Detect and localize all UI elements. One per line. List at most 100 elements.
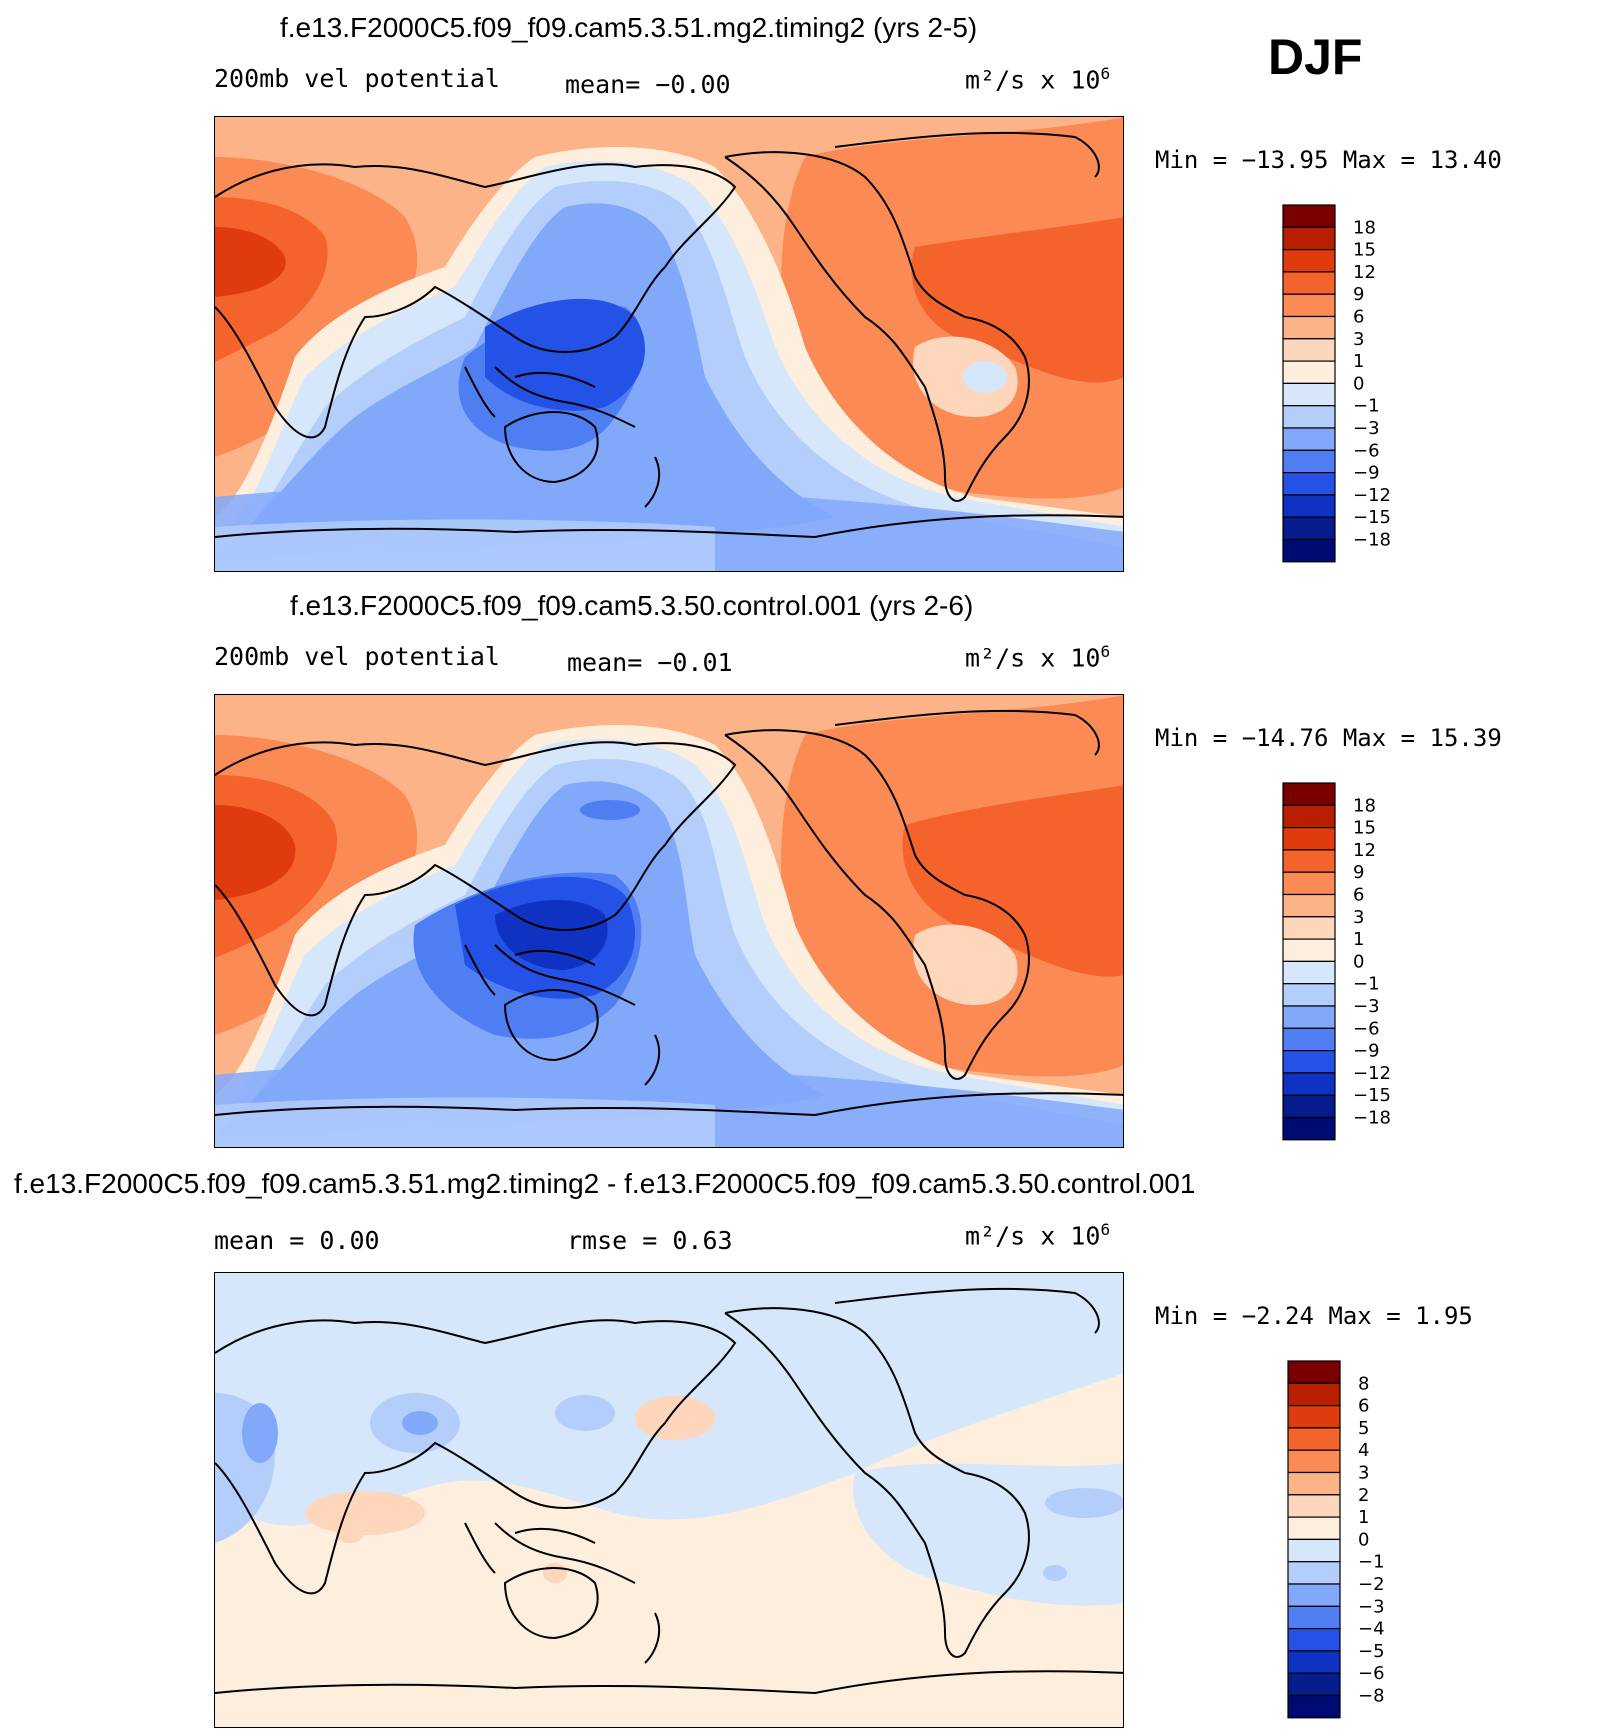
colorbar-tick-label: −1 — [1353, 974, 1380, 995]
colorbar-tick-label: −6 — [1358, 1663, 1385, 1684]
colorbar-tick-label: 1 — [1353, 929, 1364, 950]
colorbar-swatch — [1282, 826, 1336, 851]
panel-3-rmse: rmse = 0.63 — [567, 1226, 733, 1255]
colorbar-swatch — [1287, 1382, 1341, 1407]
colorbar-tick-label: 12 — [1353, 262, 1376, 283]
colorbar-swatch — [1287, 1471, 1341, 1496]
colorbar-tick-label: 0 — [1358, 1529, 1369, 1550]
colorbar-swatch — [1287, 1360, 1341, 1384]
colorbar-swatch — [1282, 938, 1336, 963]
colorbar-swatch — [1287, 1538, 1341, 1563]
colorbar-tick-label: 9 — [1353, 284, 1364, 305]
colorbar-swatch — [1282, 315, 1336, 340]
colorbar-swatch — [1282, 916, 1336, 940]
panel-3-title: f.e13.F2000C5.f09_f09.cam5.3.51.mg2.timi… — [14, 1168, 1196, 1199]
colorbar-swatch — [1282, 293, 1336, 318]
panel-3-colorbar: 8 6 5 4 3 2 1 0 −1 −2 −3 −4 −5 −6 −8 — [1287, 1360, 1438, 1721]
colorbar-tick-label: −2 — [1358, 1574, 1385, 1595]
colorbar-swatch — [1287, 1404, 1341, 1429]
panel-1-title: f.e13.F2000C5.f09_f09.cam5.3.51.mg2.timi… — [280, 12, 978, 43]
colorbar-tick-label: −15 — [1353, 1085, 1391, 1106]
panel-2-variable: 200mb vel potential — [214, 642, 500, 671]
panel-2-units: m²/s x 106 — [965, 642, 1110, 672]
colorbar-tick-label: 6 — [1353, 307, 1364, 328]
colorbar-swatch — [1282, 472, 1336, 496]
colorbar-swatch — [1282, 271, 1336, 295]
panel-1-units: m²/s x 106 — [965, 64, 1110, 94]
panel-2-mean: mean= −0.01 — [567, 648, 733, 677]
colorbar-tick-label: −5 — [1358, 1641, 1385, 1662]
colorbar-swatch — [1282, 1094, 1336, 1119]
colorbar-swatch — [1282, 538, 1336, 563]
colorbar-swatch — [1282, 804, 1336, 829]
colorbar-tick-label: 15 — [1353, 818, 1376, 839]
panel-3-contour-field — [215, 1273, 1123, 1727]
colorbar-tick-label: −3 — [1353, 418, 1380, 439]
panel-2-contour-field — [215, 695, 1123, 1147]
panel-1-minmax: Min = −13.95 Max = 13.40 — [1155, 146, 1502, 174]
colorbar-tick-label: 9 — [1353, 862, 1364, 883]
colorbar-swatch — [1282, 1027, 1336, 1052]
panel-2-units-base: m²/s x 10 — [965, 643, 1101, 673]
panel-2-units-exp: 6 — [1100, 642, 1111, 661]
colorbar-swatch — [1282, 1072, 1336, 1096]
colorbar-swatch — [1282, 449, 1336, 474]
colorbar-swatch — [1282, 871, 1336, 896]
colorbar-tick-label: −4 — [1358, 1619, 1385, 1640]
panel-1-variable: 200mb vel potential — [214, 64, 500, 93]
colorbar-tick-label: 1 — [1353, 351, 1364, 372]
colorbar-tick-label: 3 — [1353, 907, 1364, 928]
panel-1-colorbar: 18 15 12 9 6 3 1 0 −1 −3 −6 −9 −12 −15 −18 — [1282, 204, 1433, 565]
colorbar-swatch — [1287, 1561, 1341, 1585]
panel-1-units-base: m²/s x 10 — [965, 65, 1101, 95]
colorbar-tick-label: 3 — [1353, 329, 1364, 350]
colorbar-tick-label: −3 — [1353, 996, 1380, 1017]
colorbar-tick-label: −9 — [1353, 1041, 1380, 1062]
colorbar-tick-label: 6 — [1358, 1396, 1369, 1417]
colorbar-tick-label: 0 — [1353, 951, 1364, 972]
colorbar-swatch — [1282, 338, 1336, 362]
colorbar-swatch — [1287, 1628, 1341, 1652]
colorbar-tick-label: −3 — [1358, 1596, 1385, 1617]
colorbar-tick-label: 4 — [1358, 1440, 1369, 1461]
colorbar-tick-label: −6 — [1353, 1018, 1380, 1039]
colorbar-swatch — [1282, 382, 1336, 407]
panel-3-units-exp: 6 — [1100, 1220, 1111, 1239]
colorbar-swatch — [1282, 516, 1336, 541]
colorbar-swatch — [1282, 960, 1336, 985]
panel-1-mean: mean= −0.00 — [565, 70, 731, 99]
colorbar-swatch — [1287, 1516, 1341, 1541]
colorbar-tick-label: 18 — [1353, 795, 1376, 816]
colorbar-tick-label: 8 — [1358, 1373, 1369, 1394]
colorbar-tick-label: 3 — [1358, 1463, 1369, 1484]
colorbar-swatch — [1282, 1116, 1336, 1141]
panel-3-units-base: m²/s x 10 — [965, 1221, 1101, 1251]
panel-3-minmax: Min = −2.24 Max = 1.95 — [1155, 1302, 1473, 1330]
colorbar-swatch — [1287, 1494, 1341, 1518]
colorbar-tick-label: 12 — [1353, 840, 1376, 861]
colorbar-tick-label: −6 — [1353, 440, 1380, 461]
colorbar-tick-label: −8 — [1358, 1686, 1385, 1707]
colorbar-swatch — [1282, 983, 1336, 1007]
colorbar-swatch — [1287, 1672, 1341, 1697]
colorbar-tick-label: −18 — [1353, 530, 1391, 551]
colorbar-tick-label: 18 — [1353, 217, 1376, 238]
colorbar-swatch — [1282, 226, 1336, 251]
colorbar-tick-label: 15 — [1353, 240, 1376, 261]
colorbar-tick-label: −12 — [1353, 485, 1391, 506]
colorbar-tick-label: 0 — [1353, 373, 1364, 394]
colorbar-swatch — [1282, 893, 1336, 918]
season-label: DJF — [1268, 29, 1363, 85]
colorbar-swatch — [1282, 204, 1336, 228]
colorbar-swatch — [1287, 1605, 1341, 1630]
colorbar-tick-label: 6 — [1353, 885, 1364, 906]
colorbar-swatch — [1287, 1650, 1341, 1674]
colorbar-tick-label: −15 — [1353, 507, 1391, 528]
colorbar-swatch — [1282, 360, 1336, 385]
colorbar-swatch — [1287, 1427, 1341, 1451]
colorbar-tick-label: 1 — [1358, 1507, 1369, 1528]
colorbar-tick-label: −18 — [1353, 1108, 1391, 1129]
